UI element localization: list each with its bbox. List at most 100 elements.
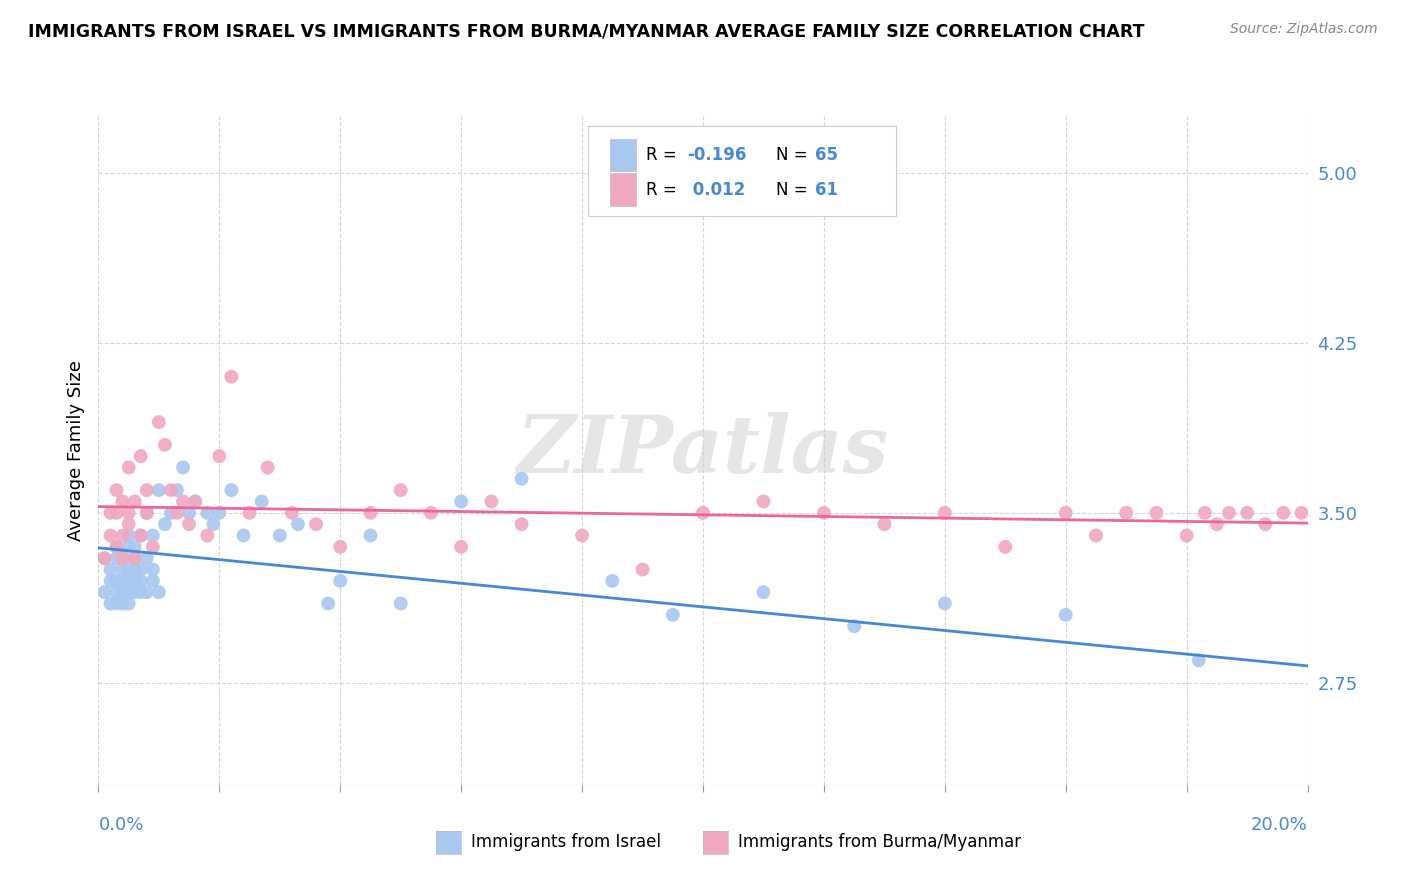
Point xyxy=(105,574,128,588)
Point xyxy=(256,460,278,475)
Point xyxy=(166,483,188,497)
Point xyxy=(124,540,146,554)
Point xyxy=(329,574,352,588)
FancyBboxPatch shape xyxy=(610,139,637,171)
Text: Immigrants from Burma/Myanmar: Immigrants from Burma/Myanmar xyxy=(738,833,1021,851)
Point xyxy=(135,506,157,520)
Point xyxy=(118,562,141,576)
Text: 61: 61 xyxy=(815,180,838,199)
Point xyxy=(142,528,165,542)
Point xyxy=(105,540,128,554)
Point xyxy=(1272,506,1295,520)
Point xyxy=(111,528,134,542)
Point xyxy=(100,562,122,576)
Point xyxy=(1115,823,1137,838)
Text: ZIPatlas: ZIPatlas xyxy=(517,412,889,489)
Point xyxy=(118,574,141,588)
Point xyxy=(111,562,134,576)
Point xyxy=(100,528,122,542)
Point xyxy=(1085,528,1108,542)
Y-axis label: Average Family Size: Average Family Size xyxy=(66,360,84,541)
Point xyxy=(1054,506,1077,520)
Point xyxy=(360,528,382,542)
Point xyxy=(1054,607,1077,622)
Point xyxy=(153,438,176,452)
Point xyxy=(118,540,141,554)
Point xyxy=(93,585,115,599)
Text: Immigrants from Israel: Immigrants from Israel xyxy=(471,833,661,851)
Point xyxy=(166,506,188,520)
Point xyxy=(450,540,472,554)
Point xyxy=(1194,506,1216,520)
Point xyxy=(160,483,183,497)
Point xyxy=(239,506,262,520)
Point xyxy=(1144,506,1167,520)
Point xyxy=(752,494,775,508)
Point xyxy=(93,551,115,566)
Point xyxy=(124,585,146,599)
Point xyxy=(118,528,141,542)
Point xyxy=(135,551,157,566)
Point xyxy=(450,494,472,508)
Point xyxy=(124,562,146,576)
Point xyxy=(129,449,152,463)
Point xyxy=(1291,506,1313,520)
Point xyxy=(105,597,128,611)
Point xyxy=(389,483,412,497)
Point xyxy=(994,540,1017,554)
Point xyxy=(100,597,122,611)
Point xyxy=(124,551,146,566)
Point xyxy=(142,540,165,554)
Point xyxy=(281,506,304,520)
Point xyxy=(208,506,231,520)
Point xyxy=(153,517,176,532)
Point xyxy=(118,460,141,475)
Text: 20.0%: 20.0% xyxy=(1251,816,1308,834)
Point xyxy=(1254,517,1277,532)
Point xyxy=(129,528,152,542)
Point xyxy=(111,494,134,508)
Point xyxy=(124,551,146,566)
Text: N =: N = xyxy=(776,180,813,199)
Point xyxy=(510,472,533,486)
Point xyxy=(100,574,122,588)
Point xyxy=(177,517,201,532)
Point xyxy=(316,597,339,611)
Point xyxy=(481,494,503,508)
Point xyxy=(195,528,218,542)
Point xyxy=(135,483,157,497)
FancyBboxPatch shape xyxy=(610,173,637,206)
Point xyxy=(934,506,956,520)
Point xyxy=(118,585,141,599)
Point xyxy=(269,528,291,542)
Point xyxy=(661,607,683,622)
Point xyxy=(105,540,128,554)
Point xyxy=(148,415,170,429)
Point xyxy=(160,506,183,520)
Point xyxy=(105,551,128,566)
Point xyxy=(118,517,141,532)
Text: Source: ZipAtlas.com: Source: ZipAtlas.com xyxy=(1230,22,1378,37)
Text: R =: R = xyxy=(647,145,682,164)
Point xyxy=(184,494,207,508)
Point xyxy=(389,597,412,611)
Point xyxy=(752,585,775,599)
Point xyxy=(118,506,141,520)
Point xyxy=(208,449,231,463)
Point xyxy=(813,506,835,520)
Point xyxy=(142,562,165,576)
Point xyxy=(172,460,194,475)
Text: 0.012: 0.012 xyxy=(688,180,745,199)
Point xyxy=(329,540,352,554)
Point xyxy=(631,562,654,576)
Point xyxy=(221,369,243,384)
Point xyxy=(202,517,225,532)
Text: IMMIGRANTS FROM ISRAEL VS IMMIGRANTS FROM BURMA/MYANMAR AVERAGE FAMILY SIZE CORR: IMMIGRANTS FROM ISRAEL VS IMMIGRANTS FRO… xyxy=(28,22,1144,40)
Point xyxy=(148,585,170,599)
Point xyxy=(135,506,157,520)
Point xyxy=(124,574,146,588)
Point xyxy=(195,506,218,520)
Point xyxy=(93,551,115,566)
FancyBboxPatch shape xyxy=(588,126,897,217)
Point xyxy=(118,597,141,611)
